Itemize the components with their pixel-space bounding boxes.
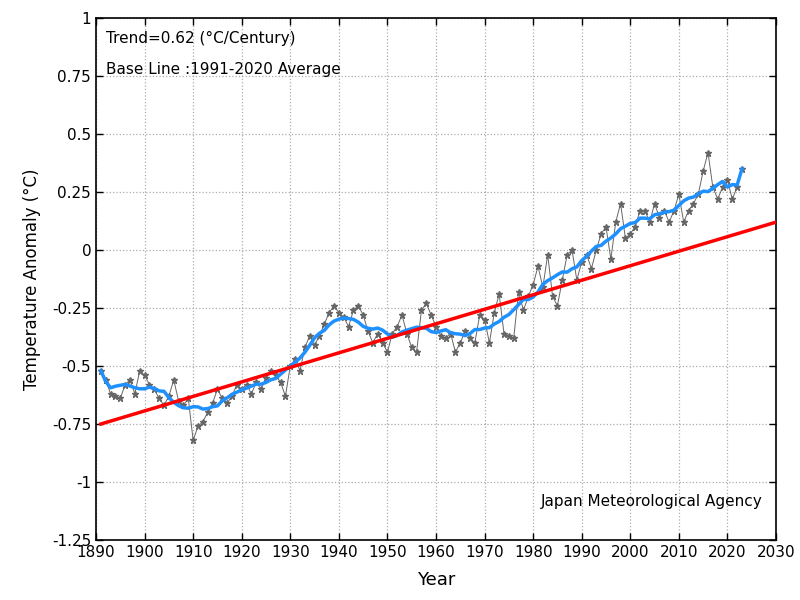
X-axis label: Year: Year [417,571,455,589]
Text: Japan Meteorological Agency: Japan Meteorological Agency [541,494,762,509]
Text: Trend=0.62 (°C/Century): Trend=0.62 (°C/Century) [106,31,296,46]
Text: Base Line :1991-2020 Average: Base Line :1991-2020 Average [106,62,341,77]
Y-axis label: Temperature Anomaly (°C): Temperature Anomaly (°C) [22,168,41,390]
